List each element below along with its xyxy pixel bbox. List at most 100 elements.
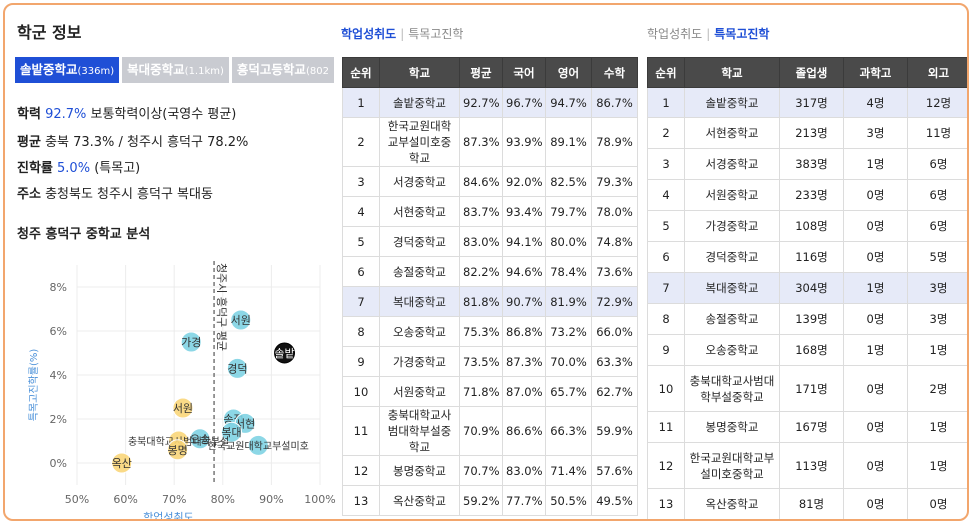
info-text: 충북 73.3% / 청주시 흥덕구 78.2% — [45, 135, 249, 150]
x-axis-label: 학업성취도 — [143, 511, 194, 521]
y-tick-label: 8% — [50, 281, 67, 294]
column-header: 과학고 — [843, 57, 908, 88]
info-text: 충청북도 청주시 흥덕구 복대동 — [45, 187, 213, 202]
table-cell: 송절중학교 — [684, 303, 780, 335]
advancement-rate-value: 5.0% — [57, 161, 91, 176]
table-cell: 63.3% — [591, 346, 638, 377]
table-cell: 80.0% — [545, 226, 592, 257]
average-line: 평균 충북 73.3% / 청주시 흥덕구 78.2% — [17, 131, 248, 150]
table-row[interactable]: 10 서원중학교 71.8% 87.0% 65.7% 62.7% — [342, 376, 638, 407]
data-point-label: 경덕 — [227, 362, 247, 375]
table-row[interactable]: 8 송절중학교 139명 0명 3명 — [647, 303, 967, 335]
table-cell: 충북대학교사범대학부설중학교 — [684, 365, 780, 412]
academic-achievement-table: 순위 학교 평균 국어 영어 수학 1 솔밭중학교 92.7% 96.7% 94.7% 86.7% 2… — [342, 57, 638, 516]
column-header: 평균 — [459, 57, 503, 88]
table-cell: 83.0% — [459, 226, 503, 257]
academic-level-value: 92.7% — [45, 107, 87, 122]
table-cell: 75.3% — [459, 316, 503, 347]
table-row[interactable]: 9 오송중학교 168명 1명 1명 — [647, 334, 967, 366]
table-row[interactable]: 2 한국교원대학교부설미호중학교 87.3% 93.9% 89.1% 78.9% — [342, 117, 638, 167]
table-row[interactable]: 1 솔밭중학교 317명 4명 12명 — [647, 87, 967, 118]
table-row[interactable]: 10 충북대학교사범대학부설중학교 171명 0명 2명 — [647, 365, 967, 412]
table-row[interactable]: 8 오송중학교 75.3% 86.8% 73.2% 66.0% — [342, 316, 638, 347]
table-cell: 5명 — [907, 241, 967, 273]
table-cell: 94.1% — [502, 226, 546, 257]
y-tick-label: 0% — [50, 457, 67, 470]
table-row[interactable]: 1 솔밭중학교 92.7% 96.7% 94.7% 86.7% — [342, 87, 638, 118]
table-cell: 66.3% — [545, 406, 592, 456]
tab-special-school[interactable]: 특목고진학 — [714, 27, 770, 41]
data-point-label: 서원 — [231, 314, 251, 327]
table-row[interactable]: 13 옥산중학교 59.2% 77.7% 50.5% 49.5% — [342, 485, 638, 516]
table-row[interactable]: 4 서현중학교 83.7% 93.4% 79.7% 78.0% — [342, 196, 638, 227]
table-cell: 108명 — [779, 210, 844, 242]
tab-academic-achievement[interactable]: 학업성취도 — [647, 27, 703, 41]
table-cell: 66.0% — [591, 316, 638, 347]
table-cell: 0명 — [843, 179, 908, 211]
table-row[interactable]: 6 경덕중학교 116명 0명 5명 — [647, 241, 967, 273]
column-header: 순위 — [342, 57, 380, 88]
tab-solbat-middle[interactable]: 솔밭중학교(336m) — [15, 57, 120, 83]
table-row[interactable]: 11 충북대학교사범대학부설중학교 70.9% 86.6% 66.3% 59.9% — [342, 406, 638, 456]
table-cell: 2 — [342, 117, 380, 167]
table-row[interactable]: 11 봉명중학교 167명 0명 1명 — [647, 411, 967, 443]
table-row[interactable]: 9 가경중학교 73.5% 87.3% 70.0% 63.3% — [342, 346, 638, 377]
data-point — [180, 331, 202, 353]
data-point-label: 한국교원대학교부설미호 — [208, 440, 309, 452]
table-row[interactable]: 12 한국교원대학교부설미호중학교 113명 0명 1명 — [647, 442, 967, 489]
data-point-label: 가경 — [181, 336, 201, 349]
table-cell: 서경중학교 — [684, 148, 780, 180]
table-row[interactable]: 5 가경중학교 108명 0명 6명 — [647, 210, 967, 242]
table-row[interactable]: 3 서경중학교 383명 1명 6명 — [647, 148, 967, 180]
tab-label: 솔밭중학교 — [20, 62, 78, 77]
table-row[interactable]: 12 봉명중학교 70.7% 83.0% 71.4% 57.6% — [342, 455, 638, 486]
data-point-label: 봉명 — [167, 444, 187, 457]
table-row[interactable]: 7 복대중학교 304명 1명 3명 — [647, 272, 967, 304]
table-cell: 167명 — [779, 411, 844, 443]
table-cell: 0명 — [843, 442, 908, 489]
table-cell: 4 — [647, 179, 685, 211]
table-row[interactable]: 13 옥산중학교 81명 0명 0명 — [647, 488, 967, 519]
table-cell: 92.0% — [502, 166, 546, 197]
table-cell: 1명 — [907, 411, 967, 443]
table-cell: 86.8% — [502, 316, 546, 347]
table-cell: 78.4% — [545, 256, 592, 287]
table-cell: 솔밭중학교 — [684, 87, 780, 118]
tab-distance: (1.1km) — [184, 66, 224, 77]
table-cell: 171명 — [779, 365, 844, 412]
table-row[interactable]: 4 서원중학교 233명 0명 6명 — [647, 179, 967, 211]
table-cell: 62.7% — [591, 376, 638, 407]
info-label: 주소 — [17, 187, 41, 202]
table-cell: 6명 — [907, 210, 967, 242]
table-cell: 서원중학교 — [684, 179, 780, 211]
tab-bokdae-middle[interactable]: 복대중학교(1.1km) — [122, 57, 229, 83]
column-header: 학교 — [379, 57, 460, 88]
table-cell: 57.6% — [591, 455, 638, 486]
table-row[interactable]: 3 서경중학교 84.6% 92.0% 82.5% 79.3% — [342, 166, 638, 197]
table-cell: 봉명중학교 — [684, 411, 780, 443]
tab-heungdeok-high[interactable]: 흥덕고등학교(802 — [231, 57, 334, 83]
table-cell: 233명 — [779, 179, 844, 211]
table-cell: 77.7% — [502, 485, 546, 516]
table-cell: 13 — [647, 488, 685, 519]
table-cell: 84.6% — [459, 166, 503, 197]
table-row[interactable]: 6 송절중학교 82.2% 94.6% 78.4% 73.6% — [342, 256, 638, 287]
tab-special-school[interactable]: 특목고진학 — [408, 27, 464, 41]
y-tick-label: 6% — [50, 325, 67, 338]
table-cell: 168명 — [779, 334, 844, 366]
table-cell: 가경중학교 — [379, 346, 460, 377]
table-cell: 89.1% — [545, 117, 592, 167]
table-cell: 82.2% — [459, 256, 503, 287]
table-row[interactable]: 5 경덕중학교 83.0% 94.1% 80.0% 74.8% — [342, 226, 638, 257]
table-cell: 3 — [342, 166, 380, 197]
table-cell: 한국교원대학교부설미호중학교 — [379, 117, 460, 167]
info-label: 평균 — [17, 135, 41, 150]
table-cell: 10 — [342, 376, 380, 407]
x-tick-label: 70% — [162, 493, 186, 506]
table-cell: 87.3% — [502, 346, 546, 377]
table-cell: 5 — [342, 226, 380, 257]
table-row[interactable]: 2 서현중학교 213명 3명 11명 — [647, 117, 967, 149]
table-cell: 0명 — [843, 365, 908, 412]
table-row[interactable]: 7 복대중학교 81.8% 90.7% 81.9% 72.9% — [342, 286, 638, 317]
tab-academic-achievement[interactable]: 학업성취도 — [341, 27, 397, 41]
